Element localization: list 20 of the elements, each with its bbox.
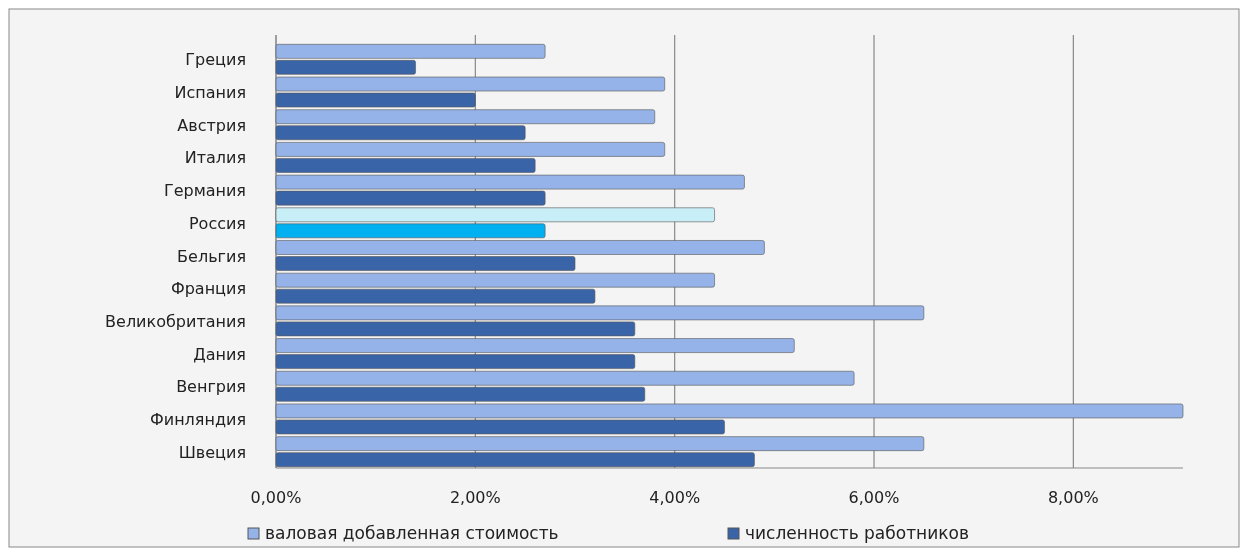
y-tick-label: Дания [193,344,246,364]
y-tick-label: Швеция [178,442,246,462]
x-tick-label: 0,00% [250,488,302,507]
x-tick-label: 2,00% [449,488,501,507]
y-tick-label: Бельгия [177,246,246,266]
y-tick-label: Франция [170,279,246,299]
y-tick-label: Венгрия [176,377,246,397]
x-tick-label: 8,00% [1047,488,1099,507]
y-tick-label: Италия [184,148,246,168]
y-tick-label: Великобритания [105,311,246,331]
x-tick-label: 4,00% [649,488,701,507]
y-tick-label: Финляндия [149,409,246,429]
legend-label: численность работников [745,523,969,543]
y-tick-label: Греция [185,50,246,70]
y-tick-label: Испания [174,83,246,103]
y-tick-label: Австрия [177,115,246,135]
x-tick-label: 6,00% [848,488,900,507]
legend-label: валовая добавленная стоимость [265,523,559,543]
y-tick-label: Германия [163,181,246,201]
y-tick-label: Россия [188,213,246,233]
